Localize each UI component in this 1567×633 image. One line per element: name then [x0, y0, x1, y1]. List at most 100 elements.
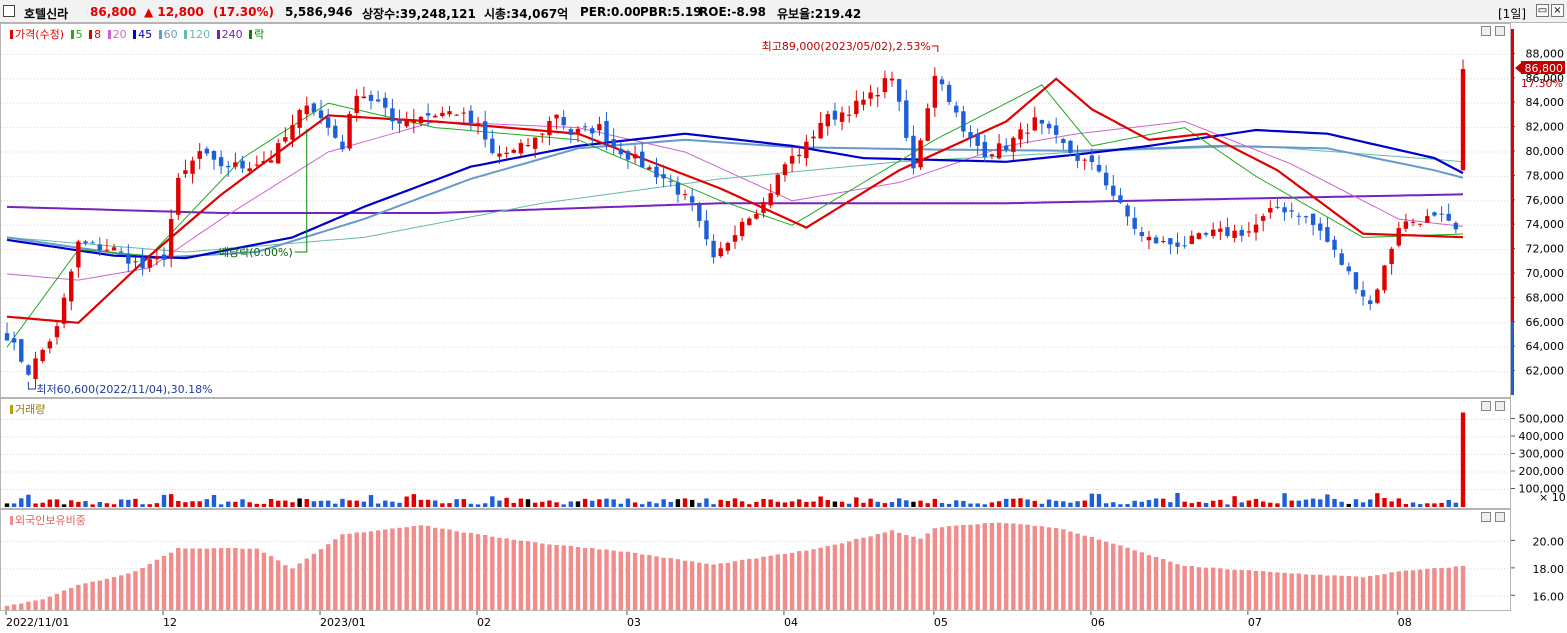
legend-ma5[interactable]: 5	[75, 28, 83, 41]
restore-icon[interactable]: ▭	[1536, 4, 1549, 17]
volume-bar	[40, 502, 45, 507]
volume-bar	[954, 500, 959, 507]
volume-bar	[304, 499, 309, 507]
foreign-title[interactable]: 외국인보유비중	[15, 514, 86, 527]
foreign-bar	[176, 547, 181, 610]
legend-ma20[interactable]: 20	[112, 28, 127, 41]
foreign-bar	[304, 558, 309, 610]
volume-bar	[497, 500, 502, 507]
foreign-bar	[433, 527, 438, 610]
foreign-bar	[1310, 574, 1316, 610]
stock-checkbox[interactable]	[3, 5, 15, 17]
foreign-bar	[268, 556, 274, 610]
foreign-bar	[290, 568, 295, 610]
candle-body	[618, 148, 624, 155]
price-panel[interactable]: 최고89,000(2023/05/02),2.53% 최저60,600(2022/…	[0, 23, 1511, 398]
foreign-bar	[896, 532, 902, 610]
foreign-bar	[297, 563, 302, 610]
foreign-tick-label: 18.00	[1533, 563, 1565, 576]
foreign-bar	[1075, 533, 1080, 610]
panel-restore-icon[interactable]	[1481, 512, 1491, 522]
close-icon[interactable]: ×	[1551, 4, 1564, 17]
foreign-bar	[211, 548, 217, 610]
period-selector[interactable]: [1일]	[1498, 7, 1527, 21]
legend-ma8[interactable]: 8	[94, 28, 102, 41]
foreign-panel[interactable]: 외국인보유비중	[0, 509, 1511, 611]
volume-bar	[140, 504, 145, 507]
legend-ma240[interactable]: 240	[221, 28, 243, 41]
foreign-bar	[889, 530, 895, 610]
volume-title[interactable]: 거래량	[15, 403, 46, 416]
foreign-bar	[311, 553, 317, 610]
panel-close-icon[interactable]	[1495, 512, 1505, 522]
dividend-annotation: 배당락(0.00%)	[219, 246, 293, 259]
candle-body	[176, 177, 181, 215]
panel-close-icon[interactable]	[1495, 401, 1505, 411]
volume-bar	[261, 503, 267, 507]
volume-bar	[789, 501, 795, 507]
foreign-axis: 16.00 18.00 20.00	[1511, 509, 1567, 611]
candle-body	[1011, 137, 1016, 152]
volume-bar	[211, 495, 217, 507]
panel-restore-icon[interactable]	[1481, 401, 1491, 411]
foreign-bar	[76, 584, 81, 610]
volume-bar	[54, 499, 60, 507]
panel-restore-icon[interactable]	[1481, 26, 1491, 36]
foreign-bar	[575, 546, 581, 610]
foreign-bar	[497, 537, 502, 610]
candle-body	[904, 100, 909, 138]
volume-bar	[875, 501, 880, 507]
foreign-bar	[1446, 567, 1451, 610]
candle-body	[811, 136, 816, 139]
panel-close-icon[interactable]	[1495, 26, 1505, 36]
candle-body	[975, 133, 980, 146]
price-chart[interactable]: 최고89,000(2023/05/02),2.53% 최저60,600(2022/…	[1, 24, 1510, 397]
volume-bar	[1296, 500, 1302, 507]
legend-ex-dividend[interactable]: 락	[254, 28, 265, 41]
candle-body	[1453, 222, 1459, 230]
legend-ma60[interactable]: 60	[163, 28, 178, 41]
legend-marker	[133, 30, 137, 39]
volume-bar	[547, 500, 552, 507]
volume-bar	[1389, 501, 1394, 507]
volume-bar	[797, 499, 802, 507]
foreign-bar	[247, 548, 252, 610]
volume-bar	[982, 504, 988, 507]
candle-body	[276, 143, 281, 164]
stock-name[interactable]: 호텔신라	[24, 7, 69, 21]
candle-body	[1182, 245, 1187, 247]
time-tick-label: 2023/01	[320, 616, 366, 629]
time-tick-label: 05	[934, 616, 948, 629]
candle-body	[340, 141, 345, 150]
candle-body	[333, 125, 338, 138]
foreign-bar	[747, 558, 752, 610]
legend-ma120[interactable]: 120	[189, 28, 211, 41]
foreign-bar	[1089, 537, 1095, 610]
candle-body	[318, 110, 324, 119]
volume-bar	[1368, 499, 1373, 507]
foreign-bar	[804, 550, 809, 610]
foreign-bar	[283, 565, 288, 610]
foreign-chart[interactable]	[1, 510, 1510, 610]
volume-bar	[825, 499, 830, 507]
price-tick-label: 82,000	[1526, 121, 1565, 134]
foreign-bar	[1218, 568, 1223, 610]
legend-ma45[interactable]: 45	[138, 28, 153, 41]
current-price: 86,800	[90, 5, 137, 19]
volume-bar	[1075, 501, 1080, 507]
volume-bar	[818, 496, 823, 507]
volume-panel[interactable]: 거래량	[0, 398, 1511, 509]
candle-body	[1018, 129, 1023, 140]
foreign-bar	[854, 538, 859, 610]
candle-body	[1132, 217, 1137, 229]
time-axis-svg: 2022/11/01 12 2023/01 02 03 04 05 06 07 08	[5, 611, 1412, 629]
foreign-bar	[1061, 529, 1066, 610]
candle-body	[1268, 208, 1273, 213]
volume-chart[interactable]	[1, 399, 1510, 508]
foreign-bar	[661, 557, 666, 610]
legend-price[interactable]: 가격(수정)	[15, 28, 65, 41]
high-annotation: 최고89,000(2023/05/02),2.53%	[762, 40, 931, 53]
candle-body	[1189, 235, 1194, 245]
volume-bar	[397, 502, 402, 507]
candle-body	[325, 117, 331, 128]
